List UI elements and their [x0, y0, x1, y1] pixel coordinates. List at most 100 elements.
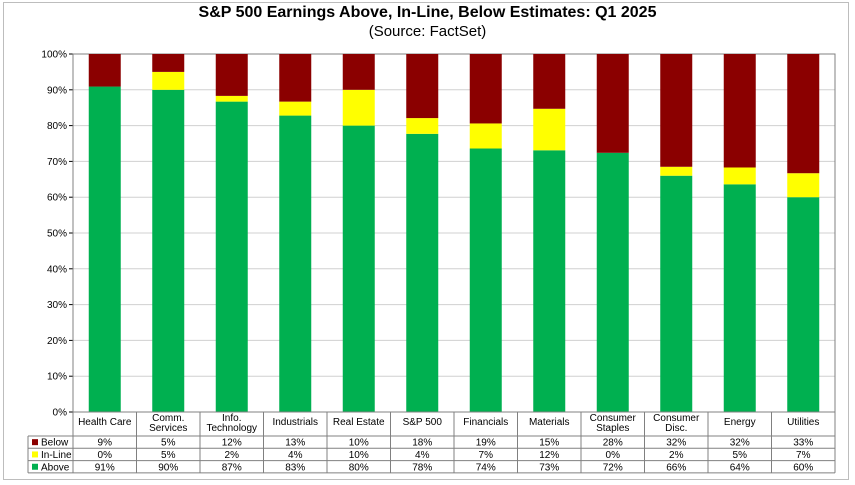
category-label: Utilities	[787, 417, 819, 428]
data-label: 5%	[161, 438, 176, 449]
data-label: 83%	[285, 462, 305, 473]
data-label: 10%	[349, 438, 369, 449]
bar-below-6	[469, 54, 502, 124]
category-label: Consumer	[653, 413, 700, 424]
y-tick-label: 0%	[53, 408, 68, 419]
bar-in-line-2	[215, 95, 248, 102]
data-label: 2%	[669, 450, 684, 461]
bar-in-line-5	[406, 118, 439, 134]
category-label: Info.	[222, 413, 241, 424]
data-label: 18%	[412, 438, 432, 449]
data-label: 66%	[666, 462, 686, 473]
y-tick-label: 30%	[47, 300, 67, 311]
chart-title: S&P 500 Earnings Above, In-Line, Below E…	[198, 4, 657, 21]
data-label: 5%	[733, 450, 748, 461]
bar-in-line-4	[342, 89, 375, 126]
bar-in-line-3	[279, 101, 312, 116]
bar-below-11	[787, 54, 820, 174]
data-label: 91%	[95, 462, 115, 473]
bar-above-6	[469, 148, 502, 412]
data-label: 9%	[98, 438, 113, 449]
category-label: Materials	[529, 417, 570, 428]
data-label: 12%	[539, 450, 559, 461]
bar-below-7	[533, 54, 566, 109]
data-label: 90%	[158, 462, 178, 473]
bar-above-10	[723, 184, 756, 412]
bar-above-11	[787, 197, 820, 412]
category-label: Disc.	[665, 423, 687, 434]
y-tick-label: 60%	[47, 193, 67, 204]
data-label: 10%	[349, 450, 369, 461]
bar-in-line-9	[660, 166, 693, 176]
legend-swatch-in-line	[32, 451, 38, 458]
data-label: 60%	[793, 462, 813, 473]
y-tick-label: 70%	[47, 157, 67, 168]
data-label: 32%	[730, 438, 750, 449]
legend-label: In-Line	[41, 450, 72, 461]
category-label: Financials	[463, 417, 508, 428]
y-tick-label: 100%	[41, 50, 67, 61]
y-tick-label: 40%	[47, 264, 67, 275]
data-label: 87%	[222, 462, 242, 473]
bar-below-1	[152, 54, 185, 72]
data-label: 80%	[349, 462, 369, 473]
bar-below-5	[406, 54, 439, 119]
category-label: Comm.	[152, 413, 184, 424]
data-label: 4%	[415, 450, 430, 461]
data-label: 15%	[539, 438, 559, 449]
data-label: 13%	[285, 438, 305, 449]
data-label: 74%	[476, 462, 496, 473]
data-label: 7%	[479, 450, 494, 461]
y-tick-label: 80%	[47, 121, 67, 132]
bar-above-1	[152, 89, 185, 413]
chart-frame	[3, 2, 849, 480]
data-label: 78%	[412, 462, 432, 473]
bar-below-3	[279, 54, 312, 102]
category-label: Consumer	[590, 413, 637, 424]
bar-above-8	[596, 152, 629, 413]
bar-above-9	[660, 175, 693, 412]
category-label: Industrials	[272, 417, 318, 428]
category-label: S&P 500	[403, 417, 443, 428]
bar-below-2	[215, 54, 248, 96]
category-label: Energy	[724, 417, 756, 428]
data-label: 28%	[603, 438, 623, 449]
legend-label: Above	[41, 462, 70, 473]
data-label: 32%	[666, 438, 686, 449]
category-label: Services	[149, 423, 187, 434]
category-label: Real Estate	[333, 417, 385, 428]
legend-label: Below	[41, 438, 69, 449]
data-label: 7%	[796, 450, 811, 461]
category-label: Staples	[596, 423, 629, 434]
data-label: 0%	[606, 450, 621, 461]
bar-below-0	[88, 54, 121, 87]
bar-in-line-7	[533, 108, 566, 151]
bar-above-7	[533, 150, 566, 412]
y-tick-label: 10%	[47, 372, 67, 383]
data-label: 4%	[288, 450, 303, 461]
bar-in-line-6	[469, 123, 502, 149]
y-tick-label: 90%	[47, 85, 67, 96]
y-tick-label: 50%	[47, 229, 67, 240]
bar-below-10	[723, 54, 756, 168]
bar-above-2	[215, 101, 248, 412]
data-label: 33%	[793, 438, 813, 449]
bar-above-0	[88, 86, 121, 412]
bar-below-4	[342, 54, 375, 90]
bar-below-8	[596, 54, 629, 153]
data-label: 2%	[225, 450, 240, 461]
data-label: 64%	[730, 462, 750, 473]
data-label: 73%	[539, 462, 559, 473]
data-label: 19%	[476, 438, 496, 449]
legend-swatch-above	[32, 463, 38, 470]
chart-subtitle: (Source: FactSet)	[368, 23, 487, 40]
category-label: Technology	[206, 423, 257, 434]
data-label: 72%	[603, 462, 623, 473]
bar-above-4	[342, 125, 375, 412]
category-label: Health Care	[78, 417, 132, 428]
legend-swatch-below	[32, 439, 38, 446]
data-label: 5%	[161, 450, 176, 461]
bar-in-line-1	[152, 71, 185, 90]
